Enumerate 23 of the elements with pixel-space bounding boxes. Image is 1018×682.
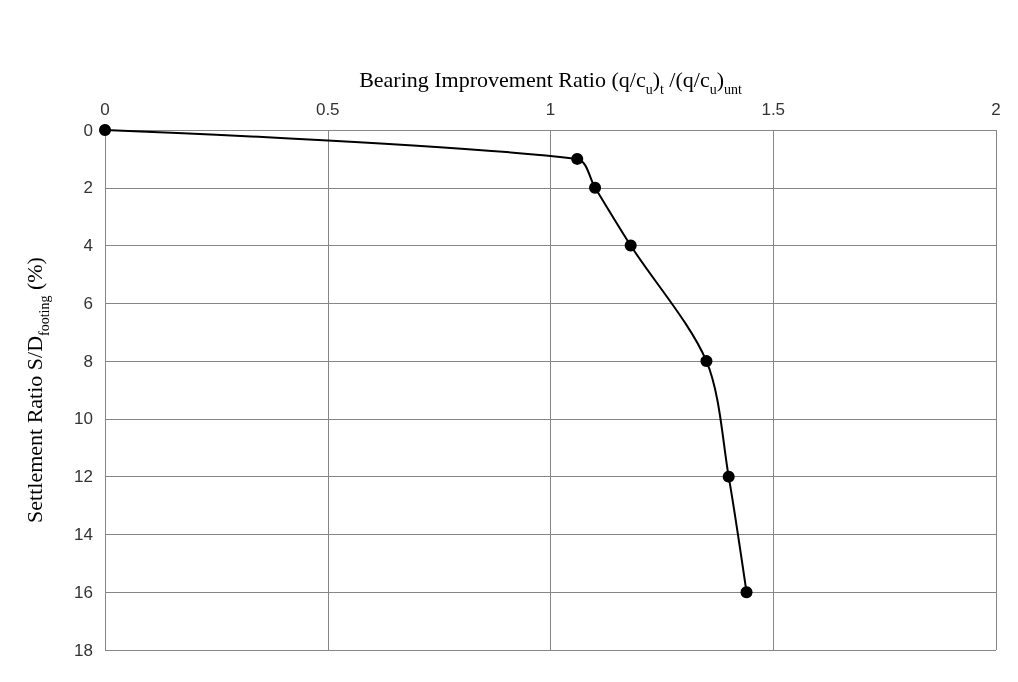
point	[624, 239, 637, 252]
y-tick-label: 16	[74, 582, 93, 602]
point	[589, 181, 602, 194]
y-tick-label: 18	[74, 640, 93, 660]
x-tick-label: 0	[100, 100, 110, 119]
y-tick-label: 6	[83, 293, 93, 313]
x-tick-label: 0.5	[315, 100, 340, 119]
y-axis-title: Settlement Ratio S/Dfooting (%)	[21, 257, 52, 523]
y-tick-label: 0	[83, 120, 93, 140]
y-tick-label: 8	[83, 351, 93, 371]
y-tick-label: 12	[74, 467, 93, 487]
y-tick-label: 10	[74, 409, 93, 429]
point	[722, 470, 735, 483]
point	[571, 152, 584, 165]
y-tick-label: 14	[74, 524, 93, 544]
y-tick-label: 4	[83, 236, 93, 256]
point	[99, 124, 111, 136]
point	[740, 586, 753, 599]
x-tick-label: 1.5	[761, 100, 786, 119]
point	[700, 355, 713, 368]
x-tick-label: 2	[991, 100, 1001, 119]
x-tick-label: 1	[545, 100, 556, 119]
y-tick-label: 2	[83, 178, 93, 198]
